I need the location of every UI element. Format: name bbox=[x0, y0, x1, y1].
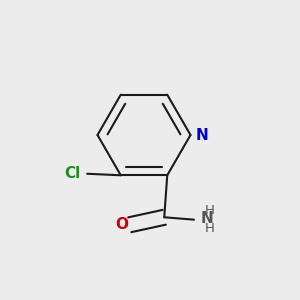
Text: Cl: Cl bbox=[64, 166, 80, 181]
Text: N: N bbox=[200, 211, 213, 226]
Text: H: H bbox=[204, 204, 214, 217]
Text: N: N bbox=[196, 128, 209, 142]
Text: O: O bbox=[115, 217, 128, 232]
Text: H: H bbox=[204, 222, 214, 235]
